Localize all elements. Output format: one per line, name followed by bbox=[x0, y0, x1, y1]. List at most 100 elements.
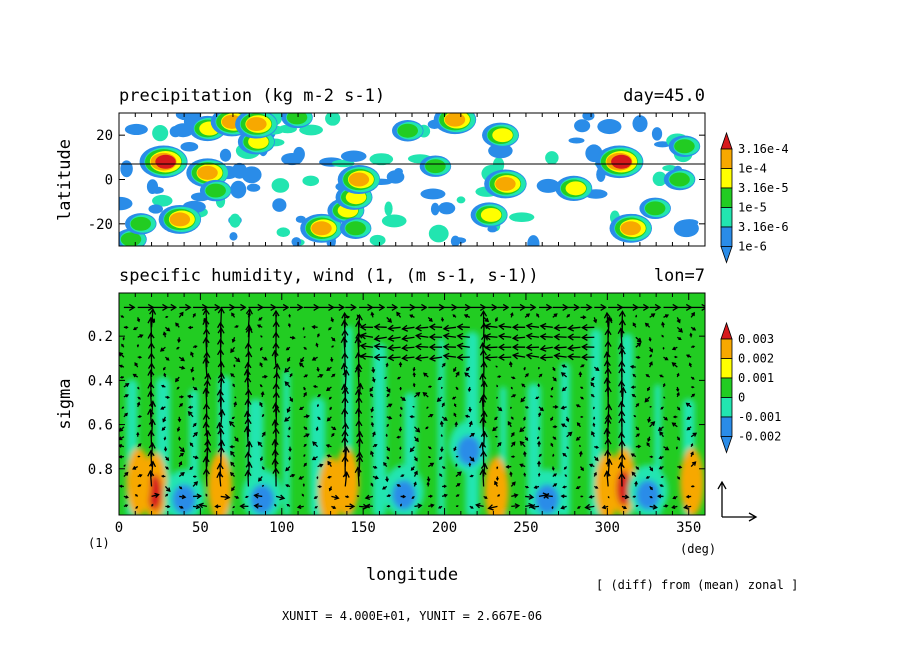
precip-speckle bbox=[108, 197, 133, 210]
precip-speckle bbox=[272, 198, 286, 212]
precip-cell bbox=[471, 202, 508, 227]
humidity-anomaly-core bbox=[685, 470, 699, 506]
wind-arrow-head bbox=[399, 466, 400, 467]
wind-arrow bbox=[511, 456, 514, 458]
wind-arrow bbox=[650, 407, 651, 408]
wind-arrow-head bbox=[234, 365, 235, 366]
precip-colorbar-label: 3.16e-6 bbox=[738, 220, 789, 234]
wind-arrow bbox=[122, 407, 123, 408]
wind-arrow bbox=[193, 476, 196, 478]
precip-speckle bbox=[170, 126, 182, 137]
wind-arrow-head bbox=[262, 486, 263, 487]
wind-arrow-head bbox=[457, 506, 458, 507]
precip-cell bbox=[434, 105, 477, 134]
humidity-anomaly-core bbox=[457, 436, 481, 466]
wind-arrow-head bbox=[386, 435, 387, 436]
wind-arrow bbox=[304, 337, 305, 338]
wind-arrow bbox=[497, 467, 498, 469]
wind-arrow bbox=[497, 397, 498, 398]
precip-speckle bbox=[545, 151, 558, 164]
precip-colorbar-label: 1e-6 bbox=[738, 240, 767, 254]
wind-arrow bbox=[634, 496, 636, 497]
humidity-column bbox=[283, 371, 289, 517]
precip-cell bbox=[159, 205, 202, 234]
precip-colorbar: 3.16e-41e-43.16e-51e-53.16e-61e-6 bbox=[721, 133, 789, 263]
wind-arrow-head bbox=[663, 348, 664, 349]
wind-arrow-head bbox=[192, 378, 194, 379]
wind-arrow bbox=[317, 477, 318, 479]
precip-colorbar-segment bbox=[721, 208, 732, 228]
wind-arrow bbox=[677, 447, 678, 449]
wind-arrow-head bbox=[123, 338, 124, 339]
wind-arrow bbox=[551, 396, 553, 397]
wind-arrow-shaft bbox=[221, 447, 222, 466]
humidity-anomaly-core bbox=[636, 480, 660, 510]
wind-arrow-head bbox=[651, 456, 652, 458]
humidity-xtick-label: 200 bbox=[432, 520, 457, 536]
humidity-xtick-label: 300 bbox=[595, 520, 620, 536]
humidity-colorbar-segment bbox=[721, 417, 732, 437]
precip-colorbar-label: 3.16e-5 bbox=[738, 181, 789, 195]
humidity-colorbar-label: 0.002 bbox=[738, 352, 774, 366]
wind-arrow bbox=[594, 407, 595, 408]
wind-arrow-head bbox=[538, 384, 540, 385]
precip-cell-contour bbox=[121, 232, 142, 246]
wind-arrow-head bbox=[194, 476, 195, 478]
humidity-colorbar-label: 0.003 bbox=[738, 332, 774, 346]
precip-colorbar-label: 1e-4 bbox=[738, 162, 767, 176]
wind-arrow-head bbox=[233, 507, 234, 508]
humidity-ytick-label: 0.8 bbox=[88, 462, 113, 478]
wind-arrow-head bbox=[511, 407, 512, 408]
humidity-lon-label: lon=7 bbox=[654, 266, 705, 286]
precip-title: precipitation (kg m-2 s-1) bbox=[119, 86, 385, 106]
precip-cell bbox=[140, 145, 188, 178]
precip-cell bbox=[555, 176, 592, 201]
wind-arrow bbox=[691, 486, 693, 487]
precip-cell-contour bbox=[674, 139, 695, 153]
precip-cell-contour bbox=[397, 124, 418, 138]
diff-note: [ (diff) from (mean) zonal ] bbox=[596, 578, 798, 592]
precip-ytick-label: -20 bbox=[88, 217, 113, 233]
precip-cell bbox=[484, 169, 527, 198]
precip-speckle bbox=[291, 237, 301, 246]
precip-speckle bbox=[341, 151, 367, 162]
precip-cell-contour bbox=[205, 184, 226, 198]
wind-arrow bbox=[317, 405, 318, 407]
humidity-colorbar-segment bbox=[721, 339, 732, 359]
wind-arrow bbox=[469, 464, 471, 467]
humidity-ylabel: sigma bbox=[55, 378, 75, 429]
humidity-anomaly bbox=[208, 452, 232, 520]
wind-arrow bbox=[650, 456, 653, 458]
wind-arrow bbox=[275, 505, 276, 507]
wind-arrow-head bbox=[166, 317, 167, 318]
wind-arrow bbox=[565, 475, 566, 476]
precip-speckle bbox=[148, 204, 163, 213]
wind-arrow bbox=[663, 347, 664, 348]
precip-plot-area bbox=[108, 105, 705, 252]
humidity-anomaly-core bbox=[132, 470, 146, 506]
precip-speckle bbox=[120, 160, 132, 177]
wind-arrow-head bbox=[400, 415, 401, 416]
precip-cell-contour bbox=[197, 166, 218, 180]
humidity-ytick-label: 0.6 bbox=[88, 418, 113, 434]
wind-arrow-head bbox=[552, 507, 553, 508]
precip-speckle bbox=[220, 149, 231, 162]
wind-arrow-head bbox=[372, 416, 373, 417]
wind-arrow bbox=[137, 345, 138, 347]
wind-arrow bbox=[496, 366, 497, 367]
precip-speckle bbox=[431, 203, 440, 216]
humidity-anomaly bbox=[384, 465, 424, 517]
precip-colorbar-max bbox=[721, 133, 732, 149]
wind-arrow-head bbox=[634, 496, 635, 497]
humidity-colorbar-min bbox=[721, 437, 732, 453]
precip-speckle bbox=[452, 237, 466, 243]
humidity-colorbar-segment bbox=[721, 378, 732, 398]
humidity-anomaly-core bbox=[392, 480, 416, 510]
precip-colorbar-label: 1e-5 bbox=[738, 201, 767, 215]
wind-arrow bbox=[580, 496, 582, 497]
wind-arrow-shaft bbox=[248, 471, 249, 487]
wind-arrow-head bbox=[400, 448, 401, 449]
precipitation-panel: precipitation (kg m-2 s-1) day=45.0 200-… bbox=[55, 86, 789, 263]
wind-arrow-head bbox=[538, 428, 540, 429]
